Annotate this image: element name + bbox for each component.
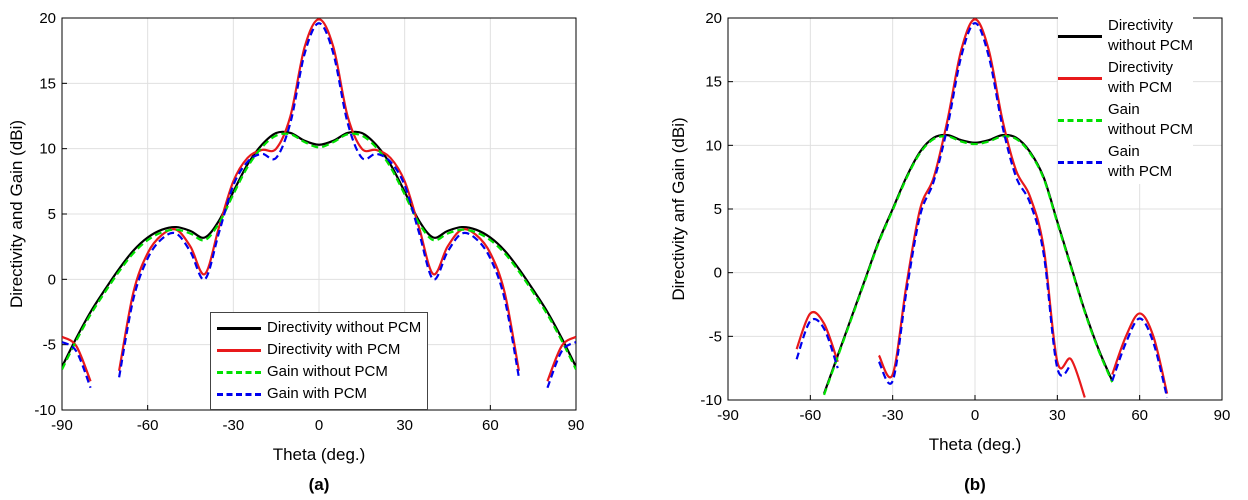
legend-swatch: [217, 326, 261, 330]
legend-label: Directivity with PCM: [1108, 59, 1174, 96]
y-tick-label: -5: [43, 337, 56, 354]
series-line: [62, 22, 576, 389]
y-tick-label: 10: [705, 137, 722, 154]
x-tick-label: -90: [717, 407, 739, 424]
series-line: [62, 130, 576, 368]
x-tick-label: 90: [1214, 407, 1231, 424]
legend-swatch: [217, 348, 261, 352]
legend-item: Directivity without PCM: [1058, 16, 1193, 56]
x-tick-label: -60: [799, 407, 821, 424]
y-tick-label: 0: [714, 265, 722, 282]
x-tick-label: -30: [882, 407, 904, 424]
y-axis-label: Directivity anf Gain (dBi): [669, 117, 688, 300]
caption: (b): [964, 475, 986, 494]
x-tick-label: 0: [971, 407, 979, 424]
legend-swatch: [1058, 76, 1102, 80]
legend-label: Gain without PCM: [267, 363, 388, 380]
x-tick-label: -90: [51, 417, 73, 434]
legend-swatch: [1058, 160, 1102, 164]
y-tick-label: -5: [709, 328, 722, 345]
legend: Directivity without PCM Directivity with …: [1058, 14, 1194, 184]
series-line: [62, 132, 576, 370]
y-axis-label: Directivity and Gain (dBi): [7, 120, 26, 308]
legend-swatch: [217, 370, 261, 374]
legend-label: Gain with PCM: [267, 385, 368, 402]
legend-swatch: [1058, 118, 1102, 122]
series-line: [823, 135, 1114, 396]
legend-label: Directivity with PCM: [267, 341, 401, 358]
y-tick-label: -10: [34, 402, 56, 419]
legend-item: Directivity with PCM: [217, 340, 421, 360]
y-tick-label: 5: [714, 201, 722, 218]
x-tick-label: 90: [568, 417, 585, 434]
x-tick-label: -30: [222, 417, 244, 434]
legend-label: Directivity without PCM: [1108, 17, 1194, 54]
x-axis-label: Theta (deg.): [929, 435, 1022, 454]
x-tick-label: 30: [396, 417, 413, 434]
y-tick-label: 20: [705, 10, 722, 27]
y-tick-label: -10: [700, 392, 722, 409]
y-tick-label: 10: [39, 141, 56, 158]
legend-swatch: [1058, 34, 1102, 38]
caption: (a): [309, 475, 330, 494]
x-axis-label: Theta (deg.): [273, 445, 366, 464]
series-line: [62, 18, 576, 382]
x-tick-label: -60: [137, 417, 159, 434]
legend-label: Directivity without PCM: [267, 319, 422, 336]
y-tick-label: 15: [705, 74, 722, 91]
y-tick-label: 20: [39, 10, 56, 27]
legend-item: Gain with PCM: [217, 384, 421, 404]
legend-item: Gain without PCM: [217, 362, 421, 382]
legend-item: Directivity with PCM: [1058, 58, 1193, 98]
y-tick-label: 5: [48, 206, 56, 223]
x-tick-label: 60: [482, 417, 499, 434]
legend: Directivity without PCM Directivity with …: [210, 312, 429, 410]
x-tick-label: 60: [1131, 407, 1148, 424]
legend-swatch: [217, 392, 261, 396]
y-tick-label: 0: [48, 271, 56, 288]
legend-label: Gain with PCM: [1108, 143, 1173, 180]
legend-item: Directivity without PCM: [217, 318, 421, 338]
plot-frame: [61, 17, 577, 411]
legend-item: Gain with PCM: [1058, 142, 1193, 182]
x-tick-label: 0: [315, 417, 323, 434]
legend-label: Gain without PCM: [1108, 101, 1194, 138]
plot-frame: [727, 17, 1223, 401]
x-tick-label: 30: [1049, 407, 1066, 424]
y-tick-label: 15: [39, 75, 56, 92]
legend-item: Gain without PCM: [1058, 100, 1193, 140]
